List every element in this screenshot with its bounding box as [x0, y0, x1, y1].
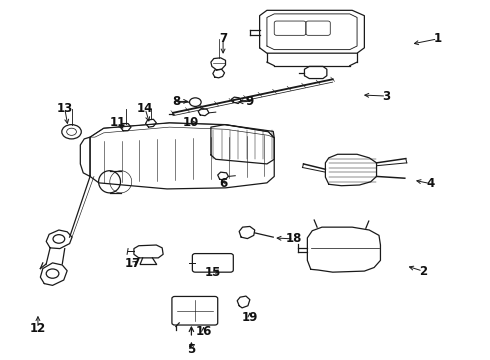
Text: 6: 6: [219, 177, 227, 190]
Text: 18: 18: [286, 233, 302, 246]
Text: 17: 17: [125, 257, 141, 270]
Text: 15: 15: [205, 266, 221, 279]
Text: 19: 19: [242, 311, 258, 324]
Text: 8: 8: [172, 95, 181, 108]
Text: 2: 2: [419, 265, 427, 278]
Text: 5: 5: [187, 343, 196, 356]
Text: 7: 7: [219, 32, 227, 45]
Text: 12: 12: [30, 322, 46, 335]
Text: 16: 16: [196, 325, 212, 338]
Text: 14: 14: [137, 102, 153, 115]
Text: 4: 4: [426, 177, 434, 190]
Text: 11: 11: [109, 116, 125, 129]
Text: 3: 3: [382, 90, 391, 103]
Text: 1: 1: [433, 32, 441, 45]
Text: 13: 13: [57, 102, 73, 115]
Text: 10: 10: [182, 116, 198, 129]
Text: 9: 9: [246, 95, 254, 108]
